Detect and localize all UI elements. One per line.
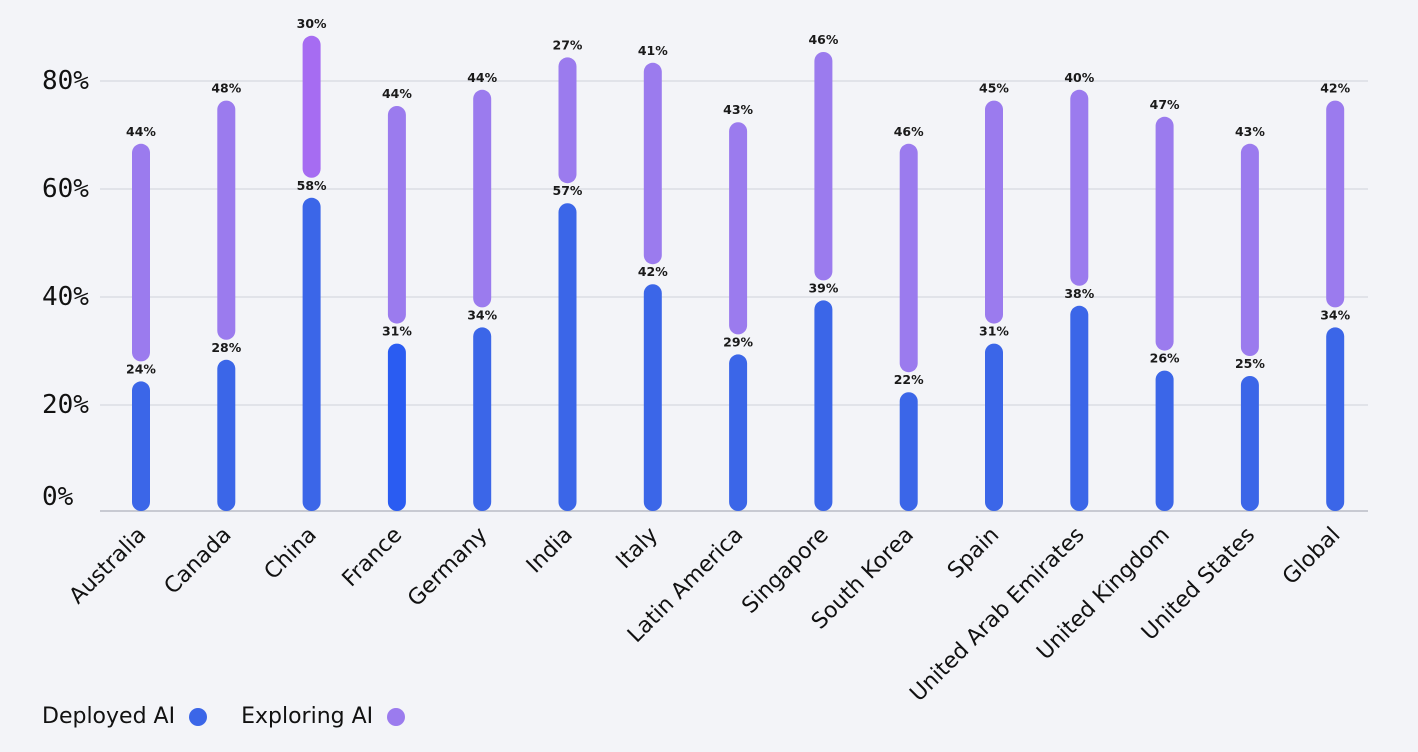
data-label-deployed: 34% [467, 307, 497, 322]
y-tick-label: 20% [42, 390, 89, 420]
bar-deployed [643, 284, 662, 511]
x-tick-label: France [338, 523, 407, 592]
data-label-exploring: 43% [1235, 124, 1265, 139]
data-label-exploring: 48% [211, 81, 241, 96]
bar-deployed [473, 327, 492, 511]
data-label-deployed: 39% [808, 280, 838, 295]
data-label-deployed: 58% [297, 178, 327, 193]
data-label-exploring: 42% [1320, 81, 1350, 96]
bar-exploring [729, 122, 748, 335]
bar-deployed [387, 343, 406, 511]
x-tick-label: Global [1278, 523, 1345, 590]
bar-exploring [302, 35, 321, 178]
legend-item-exploring: Exploring AI [241, 704, 406, 729]
data-label-deployed: 25% [1235, 356, 1265, 371]
bar-deployed [302, 197, 321, 512]
bar-deployed [1070, 305, 1089, 511]
bar-deployed [899, 392, 918, 511]
data-label-exploring: 46% [808, 32, 838, 47]
data-label-exploring: 47% [1150, 97, 1180, 112]
bar-exploring [899, 143, 918, 373]
data-label-deployed: 42% [638, 264, 668, 279]
y-tick-label: 40% [42, 282, 89, 312]
bar-exploring [387, 106, 406, 324]
bar-exploring [1070, 89, 1089, 286]
bar-exploring [814, 52, 833, 281]
legend-dot-deployed [189, 707, 208, 726]
bar-exploring [1155, 116, 1174, 351]
data-label-deployed: 34% [1320, 307, 1350, 322]
data-label-exploring: 30% [297, 16, 327, 31]
bar-exploring [643, 62, 662, 265]
bar-exploring [558, 57, 577, 184]
data-label-exploring: 27% [553, 37, 583, 52]
data-label-deployed: 38% [1064, 286, 1094, 301]
legend-label-exploring: Exploring AI [241, 704, 374, 729]
bar-deployed [729, 354, 748, 511]
x-tick-label: India [522, 523, 578, 579]
bar-exploring [985, 100, 1003, 324]
bar-deployed [132, 381, 150, 511]
bar-exploring [1240, 143, 1259, 356]
bar-exploring [473, 89, 492, 308]
y-tick-label: 0% [42, 482, 74, 512]
bar-deployed [985, 343, 1003, 511]
data-label-deployed: 31% [382, 324, 412, 339]
x-tick-label: Australia [65, 523, 151, 609]
legend-dot-exploring [387, 707, 406, 726]
bar-deployed [217, 359, 236, 511]
data-label-exploring: 40% [1064, 70, 1094, 85]
bar-deployed [1155, 370, 1174, 511]
data-label-deployed: 29% [723, 334, 753, 349]
x-tick-label: Germany [403, 523, 492, 612]
data-label-exploring: 41% [638, 43, 668, 58]
data-label-deployed: 24% [126, 361, 156, 376]
data-label-exploring: 45% [979, 81, 1009, 96]
bar-deployed [558, 203, 577, 511]
y-tick-label: 80% [42, 66, 89, 96]
x-tick-label: Italy [612, 523, 663, 574]
x-tick-label: Canada [160, 523, 237, 600]
data-label-exploring: 44% [382, 86, 412, 101]
data-label-deployed: 22% [894, 372, 924, 387]
legend-label-deployed: Deployed AI [42, 704, 176, 729]
bar-exploring [1326, 100, 1345, 308]
bar-deployed [1240, 376, 1259, 511]
data-label-deployed: 26% [1150, 351, 1180, 366]
data-label-exploring: 46% [894, 124, 924, 139]
bar-exploring [132, 143, 150, 362]
x-tick-label: United Arab Emirates [905, 523, 1089, 707]
data-label-deployed: 28% [211, 340, 241, 355]
data-label-deployed: 31% [979, 324, 1009, 339]
data-label-exploring: 44% [467, 70, 497, 85]
data-label-exploring: 44% [126, 124, 156, 139]
x-tick-label: Spain [943, 523, 1004, 584]
data-label-deployed: 57% [553, 183, 583, 198]
x-tick-label: China [260, 523, 322, 585]
data-label-exploring: 43% [723, 102, 753, 117]
legend: Deployed AI Exploring AI [42, 704, 439, 729]
legend-item-deployed: Deployed AI [42, 704, 208, 729]
y-tick-label: 60% [42, 174, 89, 204]
bar-exploring [217, 100, 236, 340]
bar-deployed [1326, 327, 1345, 511]
bar-deployed [814, 300, 833, 511]
